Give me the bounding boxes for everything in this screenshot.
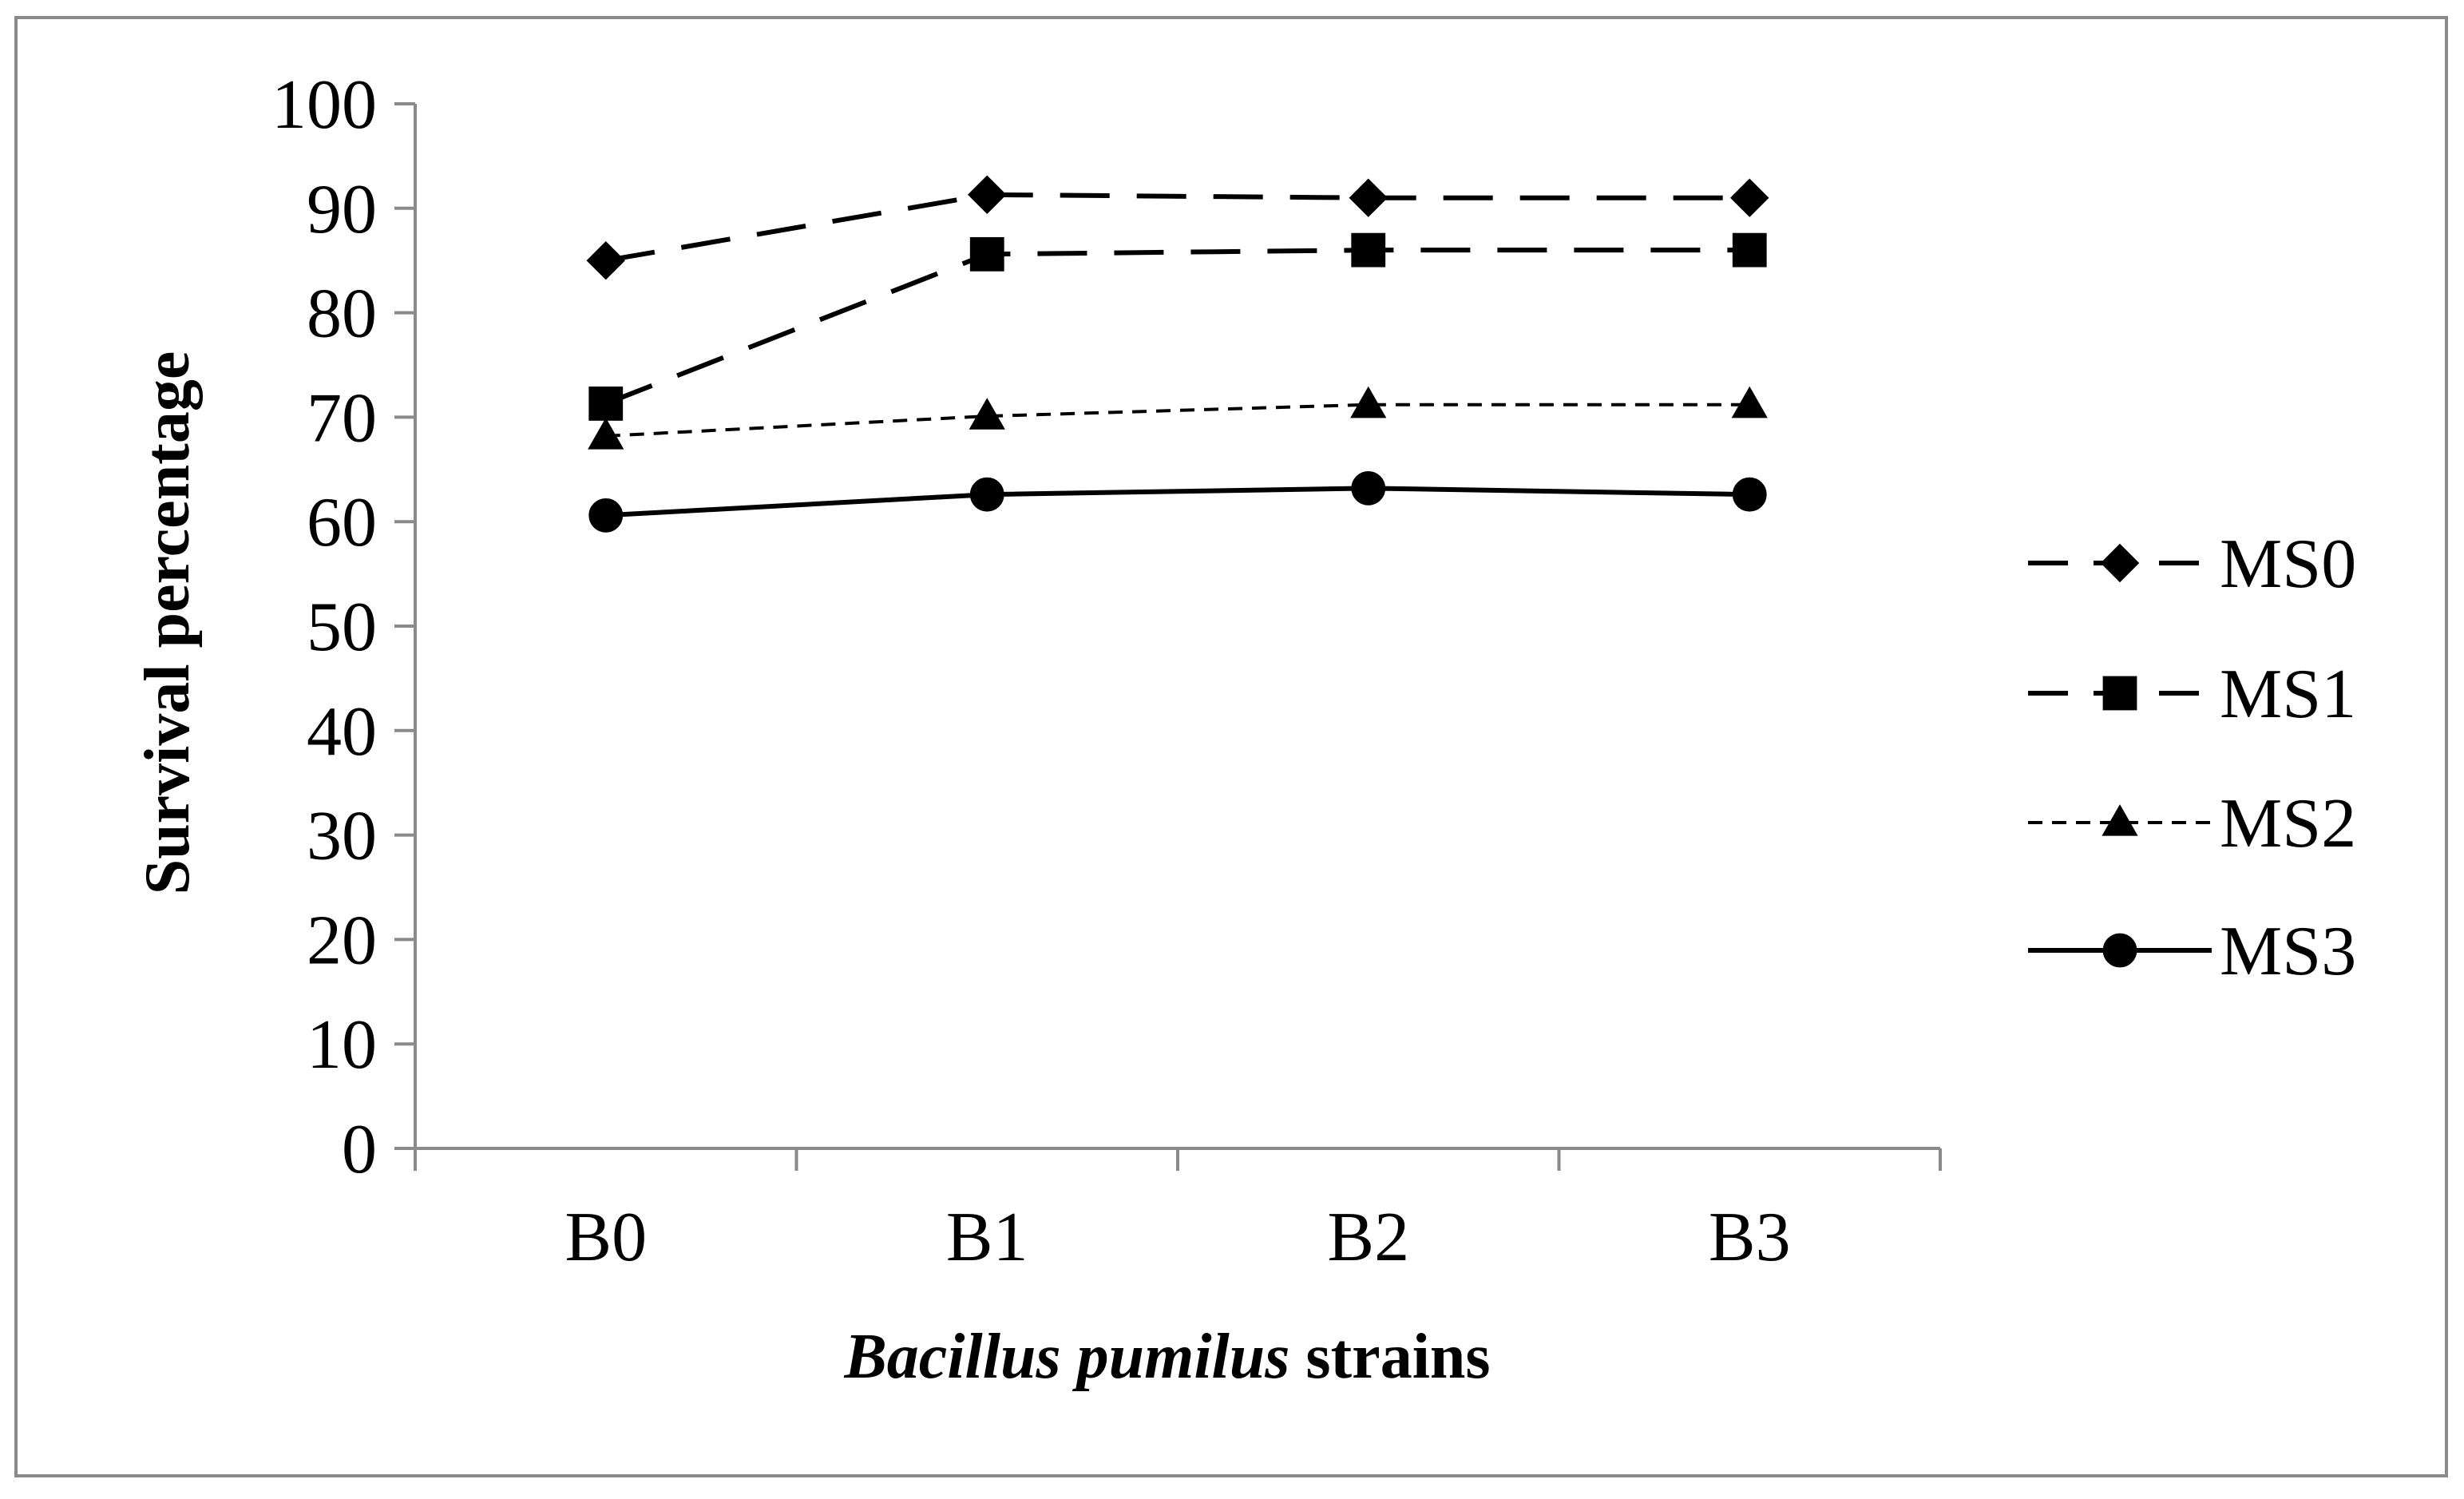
y-tick-label: 60 — [307, 484, 377, 561]
data-point — [1349, 178, 1388, 217]
legend-label: MS2 — [2220, 785, 2356, 863]
legend-marker — [2102, 933, 2137, 968]
y-tick-label: 20 — [307, 902, 377, 979]
x-tick-label: B2 — [1327, 1199, 1409, 1276]
legend-entry-MS2: MS2 — [2028, 785, 2356, 863]
data-point — [1351, 470, 1386, 506]
legend-entry-MS1: MS1 — [2028, 656, 2356, 733]
legend-marker — [2100, 543, 2140, 583]
series-MS1 — [588, 232, 1767, 421]
data-point — [1730, 178, 1769, 217]
series-MS2 — [588, 386, 1768, 450]
data-point — [586, 240, 625, 280]
data-point — [969, 398, 1005, 430]
x-tick-label: B3 — [1709, 1199, 1791, 1276]
x-tick-label: B0 — [565, 1199, 647, 1276]
axes: 0 10 20 30 40 50 60 70 80 90 100 B0 B1 B2 B3 — [271, 66, 1942, 1276]
legend-label: MS1 — [2220, 656, 2356, 733]
series-MS0 — [586, 175, 1769, 280]
y-tick-label: 0 — [342, 1111, 377, 1188]
legend-label: MS3 — [2220, 913, 2356, 990]
data-point — [969, 236, 1004, 272]
legend-entry-MS0: MS0 — [2028, 525, 2356, 603]
legend-marker — [2102, 804, 2138, 836]
data-point — [588, 418, 624, 450]
data-point — [1350, 386, 1387, 418]
x-axis-title: Bacillus pumilus strains — [843, 1322, 1490, 1392]
data-point — [1732, 232, 1767, 268]
data-point — [588, 386, 624, 421]
legend-label: MS0 — [2220, 525, 2356, 603]
data-point — [968, 175, 1007, 215]
series-MS3 — [588, 470, 1767, 533]
chart-border — [14, 16, 2448, 1477]
series-line — [605, 192, 1750, 264]
y-tick-label: 90 — [307, 171, 377, 248]
legend-marker — [2102, 676, 2137, 711]
series-line — [605, 486, 1750, 518]
data-point — [1731, 386, 1768, 418]
y-tick-label: 80 — [307, 276, 377, 353]
x-tick-label: B1 — [946, 1199, 1028, 1276]
y-tick-label: 100 — [271, 66, 377, 144]
y-axis-title: Survival percentage — [133, 351, 203, 895]
x-axis-title-rest: strains — [1289, 1322, 1490, 1392]
y-tick-label: 40 — [307, 693, 377, 771]
series-layer — [586, 175, 1769, 533]
data-point — [969, 477, 1004, 512]
data-point — [1732, 477, 1767, 512]
legend-entry-MS3: MS3 — [2028, 913, 2356, 990]
data-point — [1351, 232, 1386, 268]
legend: MS0 MS1 MS2 MS3 — [2028, 525, 2356, 990]
y-tick-label: 10 — [307, 1006, 377, 1084]
data-point — [588, 498, 624, 533]
y-tick-label: 30 — [307, 798, 377, 875]
y-tick-label: 70 — [307, 379, 377, 457]
y-tick-label: 50 — [307, 589, 377, 666]
x-axis-title-italic: Bacillus pumilus — [843, 1322, 1289, 1392]
